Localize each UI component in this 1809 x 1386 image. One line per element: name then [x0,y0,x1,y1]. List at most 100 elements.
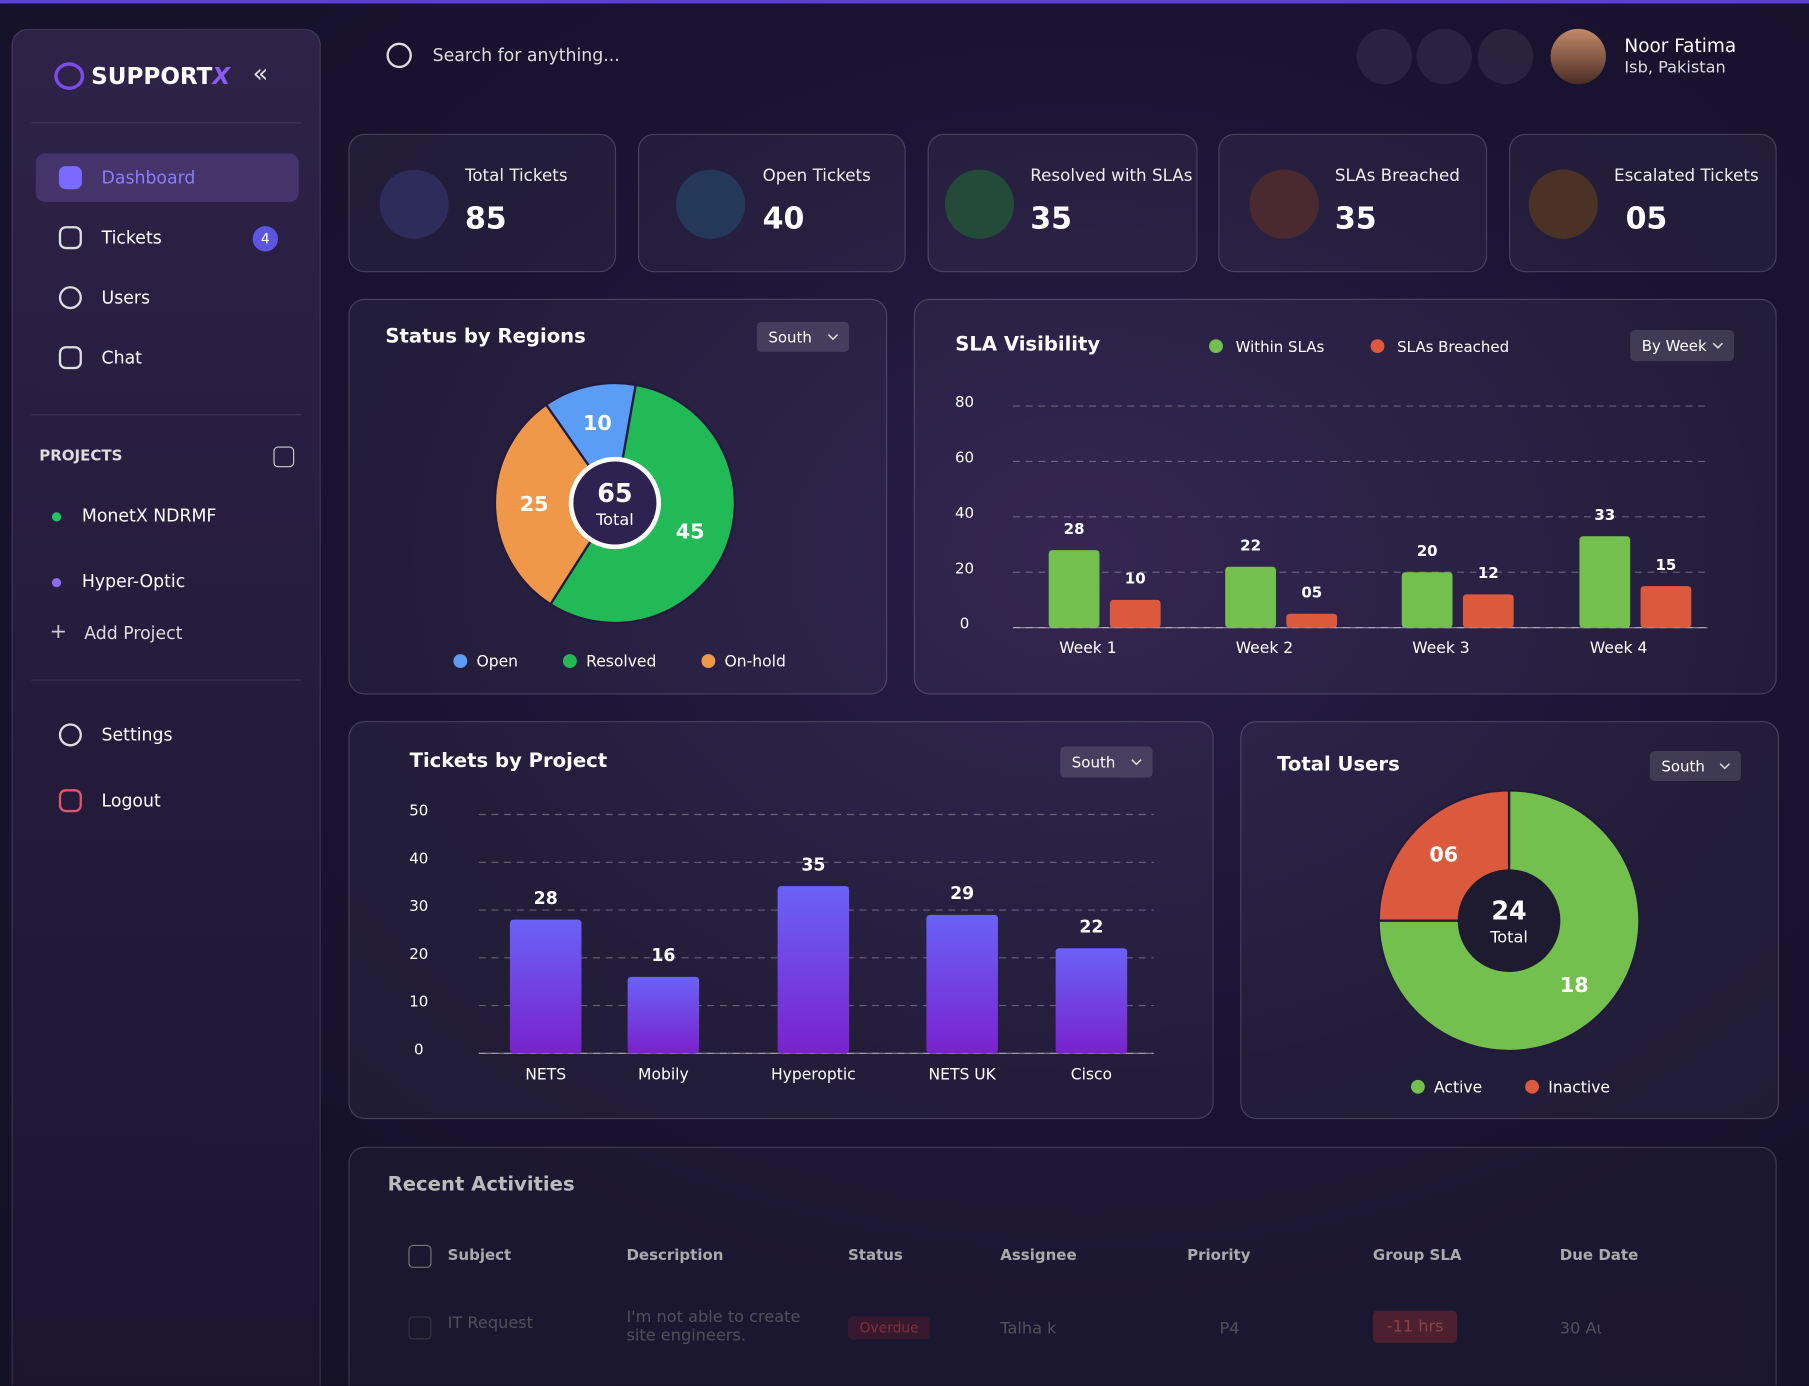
legend-label: On-hold [725,653,786,671]
sidebar: SUPPORTX « Dashboard Tickets 4 Users Chat… [11,28,321,1386]
column-header[interactable]: Subject [447,1247,512,1265]
bar-value: 28 [534,889,558,909]
bar [509,919,582,1054]
column-header[interactable]: Status [847,1247,903,1265]
y-tick-label: 0 [960,615,970,633]
dropdown[interactable] [1630,329,1735,362]
collapse-projects[interactable] [273,446,295,468]
help-button[interactable] [1416,28,1473,85]
stat-card: Open Tickets 40 [637,133,906,273]
x-tick-label: Week 3 [1412,639,1470,657]
nav-label: Chat [101,347,142,369]
chart-title: Tickets by Project [410,749,608,772]
dropdown-label: South [1661,758,1705,776]
y-tick-label: 0 [414,1040,424,1058]
bar-value: 12 [1478,564,1499,582]
project-dot [51,578,62,588]
y-tick-label: 20 [955,559,974,577]
stat-value: 40 [762,201,805,237]
column-header[interactable]: Priority [1187,1247,1251,1265]
cell: Talha k [1000,1319,1057,1339]
legend-dot [1209,339,1223,354]
bar [1225,566,1276,628]
nav-item[interactable]: Logout [36,776,299,824]
avatar[interactable] [1550,28,1606,85]
dropdown[interactable] [1060,746,1153,778]
cell: IT Request [447,1314,534,1333]
nav-label: Settings [101,724,173,746]
badge: 4 [252,226,279,252]
legend-label: Open [476,653,518,671]
dropdown[interactable] [756,321,850,352]
nav-icon [58,286,82,310]
row-actions[interactable] [1603,1286,1750,1379]
column-header[interactable]: Assignee [1000,1247,1077,1265]
stat-value: 35 [1334,201,1377,237]
bar-value: 29 [950,884,974,904]
checkbox[interactable] [408,1316,432,1340]
slice-label: 45 [676,519,705,543]
legend-dot [563,654,577,668]
bar [1462,594,1514,628]
column-header[interactable]: Description [626,1247,724,1265]
nav-item[interactable]: Tickets 4 [36,213,299,261]
x-tick-label: NETS UK [928,1066,996,1084]
nav-label: Users [101,287,150,309]
stat-card: Total Tickets 85 [348,133,617,273]
stat-icon [1528,169,1598,239]
add-project[interactable]: Add Project [84,622,183,644]
nav-item[interactable]: Chat [36,333,299,381]
chart-card [913,298,1777,695]
legend-dot [1410,1079,1425,1094]
nav-icon [58,723,82,747]
separator [31,414,302,416]
status-pill: Overdue [847,1316,931,1340]
logo: SUPPORTX [91,62,230,90]
column-header[interactable]: Group SLA [1372,1247,1462,1265]
bar-value: 22 [1240,536,1261,554]
pie-slice [1377,789,1641,1053]
notification-button[interactable] [1477,28,1534,85]
x-tick-label: Week 4 [1590,639,1648,657]
total-label: Total [595,510,634,529]
chart-title: Status by Regions [385,324,585,347]
total-label: Total [1489,927,1528,946]
stat-label: SLAs Breached [1334,167,1460,186]
dropdown[interactable] [1649,751,1741,782]
bar-value: 05 [1301,584,1322,602]
logo-icon [54,62,85,90]
nav-icon [58,166,82,190]
bar [1286,613,1338,628]
stat-icon [379,169,449,239]
project[interactable]: MonetX NDRMF [81,505,217,527]
nav-icon [58,226,82,250]
checkbox[interactable] [408,1244,432,1268]
bar [1401,572,1453,628]
slice-label: 06 [1429,842,1458,866]
nav-item[interactable]: Dashboard [35,153,299,202]
x-tick-label: NETS [525,1066,566,1084]
cell: 30 Au [1559,1319,1602,1339]
calendar-button[interactable] [1356,28,1413,85]
y-tick-label: 80 [955,393,974,411]
x-tick-label: Week 1 [1059,639,1117,657]
legend-label: Inactive [1548,1078,1610,1096]
y-tick-label: 40 [955,504,974,522]
search-input[interactable]: Search for anything... [432,44,620,66]
stat-card: SLAs Breached 35 [1218,133,1488,273]
y-tick-label: 60 [955,449,974,467]
x-tick-label: Hyperoptic [771,1066,856,1084]
stat-value: 85 [464,201,507,237]
column-header[interactable]: Due Date [1559,1247,1639,1265]
bar [1048,550,1100,628]
nav-item[interactable]: Users [36,273,299,321]
nav-item[interactable]: Settings [36,711,299,759]
collapse-button[interactable]: « [252,59,269,89]
search-icon [386,42,412,69]
project[interactable]: Hyper-Optic [81,571,186,592]
legend-dot [701,654,716,668]
legend-dot [453,654,468,668]
nav-icon [58,789,82,813]
